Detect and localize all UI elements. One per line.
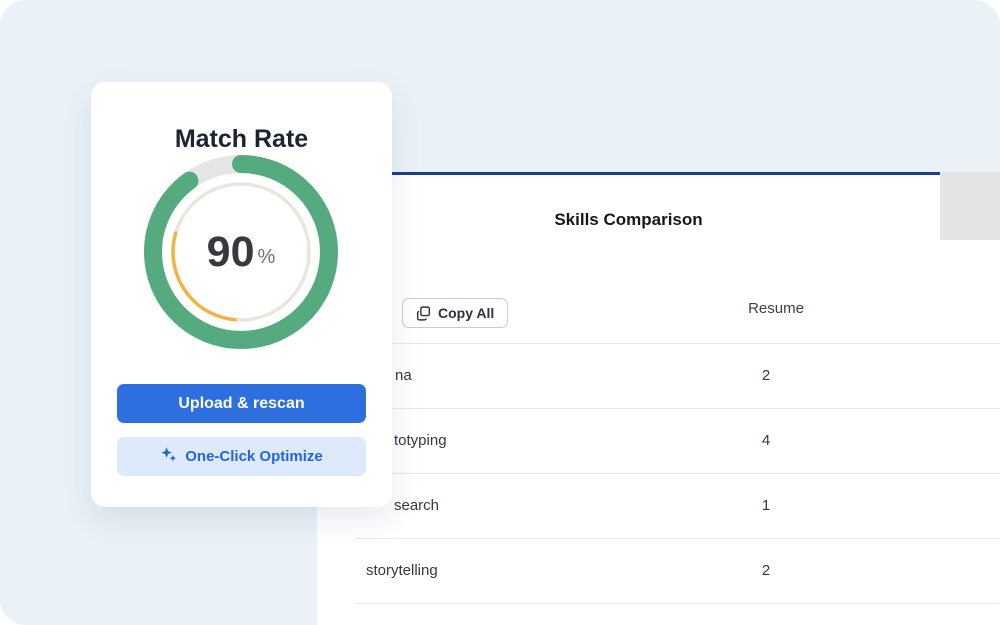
gauge-value: 90 % [141,152,341,352]
resume-count [736,604,796,625]
panel-title: Skills Comparison [554,210,703,230]
skill-name: search [394,497,440,514]
skill-name: totyping [394,432,447,449]
table-row: totyping 4 [355,409,1000,474]
copy-icon [416,305,431,321]
copy-all-label: Copy All [438,305,495,321]
upload-rescan-button[interactable]: Upload & rescan [117,384,366,423]
match-rate-title: Match Rate [174,124,309,153]
inactive-tab[interactable] [940,172,1000,240]
skill-name: storytelling [366,562,438,579]
match-rate-gauge: 90 % [141,152,341,352]
resume-column-header: Resume [748,300,804,317]
skill-name: na [395,367,412,384]
resume-count: 2 [761,562,771,579]
sparkle-icon [160,446,177,467]
skills-comparison-panel: Skills Comparison Copy All Resume na 2 t… [317,172,1000,625]
one-click-optimize-label: One-Click Optimize [185,448,323,465]
gauge-rings [144,155,338,349]
match-rate-card: Match Rate 90 % Upload & rescan [91,82,392,507]
table-row: na 2 [355,344,1000,409]
table-row: Design Ma [355,604,1000,625]
gauge-inner-accent [171,182,311,322]
gauge-number: 90 [206,227,255,276]
resume-count: 4 [761,432,771,449]
one-click-optimize-button[interactable]: One-Click Optimize [117,437,366,476]
table-row: search 1 [355,474,1000,539]
copy-all-button[interactable]: Copy All [402,298,509,328]
skill-name: Design Ma [388,604,460,625]
resume-count: 2 [761,367,771,384]
active-tab-accent-line [317,172,940,175]
table-row: storytelling 2 [355,539,1000,604]
gauge-progress [144,155,338,349]
gauge-unit: % [257,245,276,268]
skills-table: na 2 totyping 4 search 1 storytelling 2 … [355,343,1000,625]
resume-count: 1 [761,497,771,514]
